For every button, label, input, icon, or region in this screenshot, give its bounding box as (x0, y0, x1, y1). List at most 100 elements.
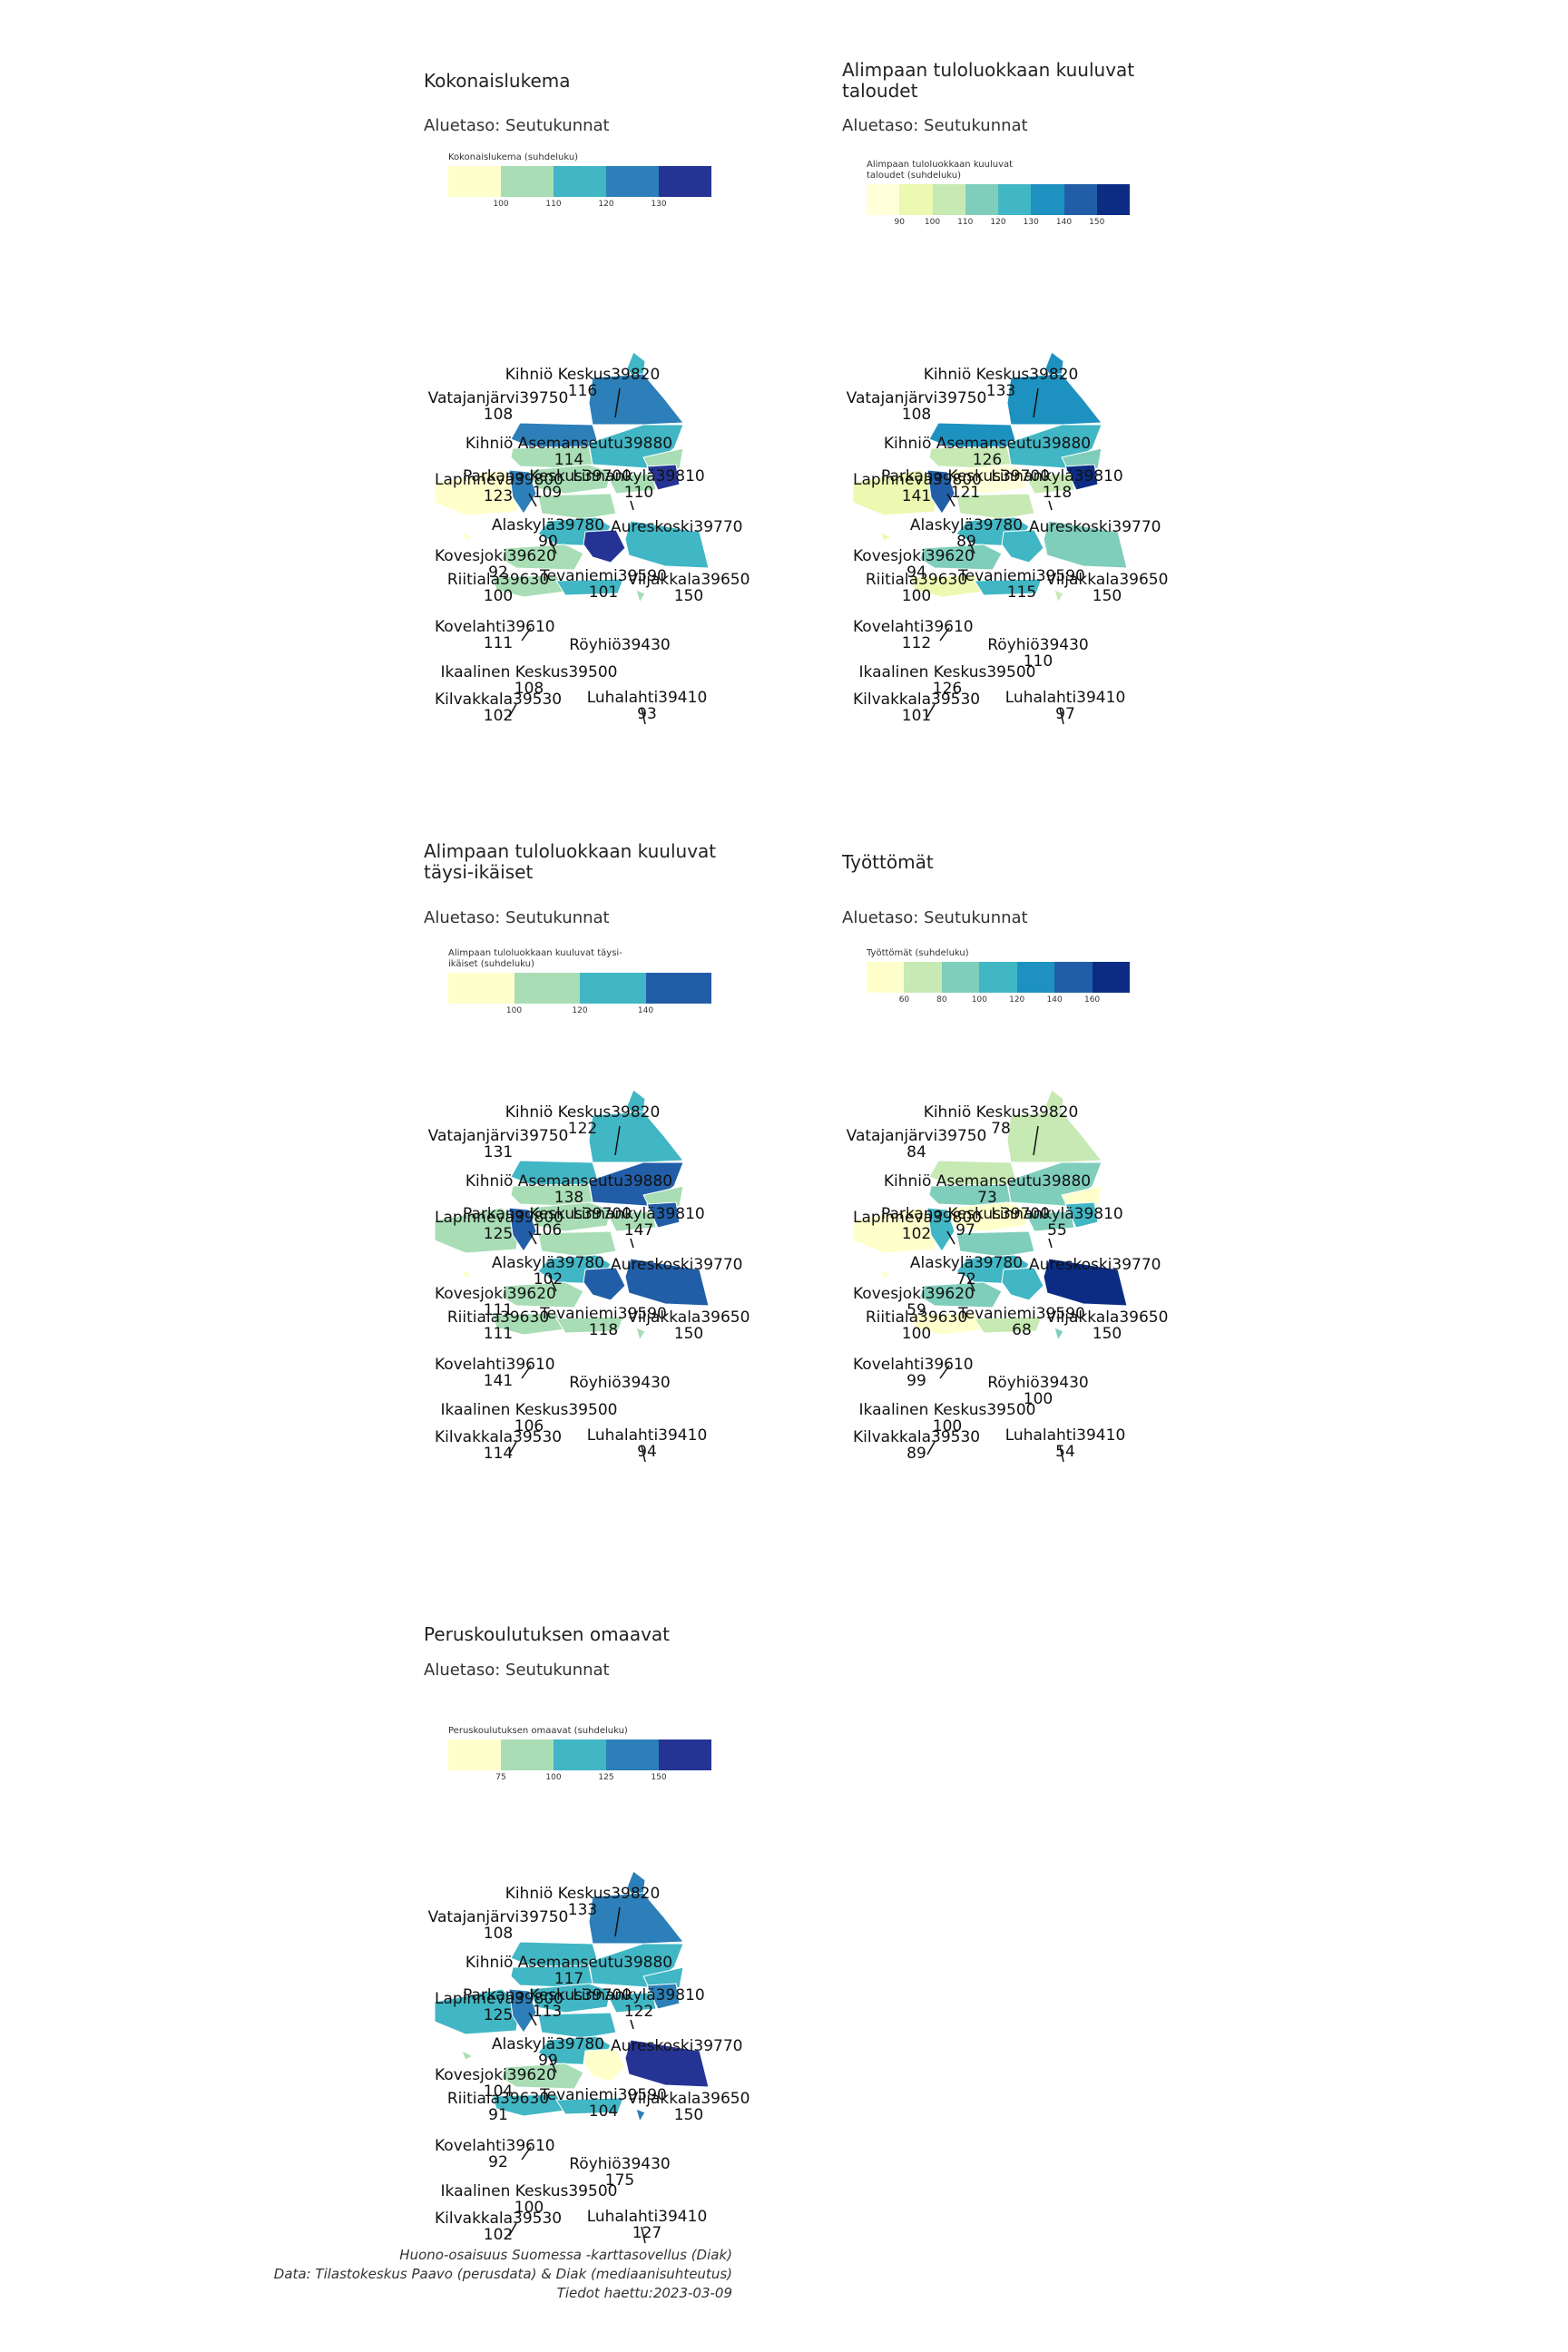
region-name-label: Ikaalinen Keskus39500 (441, 663, 618, 681)
map-region[interactable] (1043, 1258, 1128, 1307)
legend-tick-label: 60 (898, 995, 910, 1004)
legend-swatch (659, 1740, 711, 1770)
map-region[interactable] (1024, 473, 1075, 495)
map-region[interactable] (583, 2048, 626, 2082)
map-region[interactable] (606, 473, 657, 495)
region-name-label: Kovesjoki39620 (435, 1285, 556, 1303)
map-region[interactable] (635, 589, 646, 604)
label-leader-line (966, 1274, 975, 1292)
map-region[interactable] (555, 1316, 624, 1334)
label-leader-line (508, 2222, 517, 2237)
region-name-label: Kovesjoki39620 (435, 547, 556, 565)
legend-swatch (554, 166, 606, 197)
map-region[interactable] (583, 1267, 626, 1301)
map-region[interactable] (492, 2093, 566, 2117)
map-region[interactable] (434, 469, 521, 516)
map-region[interactable] (635, 2108, 646, 2123)
map-region[interactable] (956, 493, 1035, 520)
map-region[interactable] (508, 1988, 537, 2034)
map-region[interactable] (492, 574, 566, 598)
region-name-label: Vatajanjärvi39750 (428, 1127, 569, 1145)
region-value-label: 106 (514, 1417, 544, 1436)
map-region[interactable] (461, 2049, 475, 2061)
legend-swatch (448, 166, 501, 197)
map-region[interactable] (434, 1207, 521, 1254)
legend-swatch (606, 166, 659, 197)
region-name-label: Kihniö Asemanseutu39880 (466, 1954, 672, 1972)
region-name-label: Röyhiö39430 (987, 636, 1089, 654)
map-region[interactable] (528, 1983, 612, 2014)
region-name-label: Kilvakkala39530 (853, 1428, 980, 1446)
map-region[interactable] (1006, 1111, 1102, 1163)
region-value-label: 127 (632, 2224, 662, 2242)
region-name-label: Riitiala39630 (447, 571, 549, 589)
map-region[interactable] (508, 1207, 537, 1252)
map-region[interactable] (606, 1992, 657, 2014)
map-region[interactable] (461, 1268, 475, 1279)
region-value-label: 78 (991, 1120, 1011, 1138)
map-region[interactable] (508, 469, 537, 514)
map-region[interactable] (1054, 1327, 1064, 1342)
map-region[interactable] (555, 578, 624, 596)
map-region[interactable] (501, 1281, 584, 1308)
region-value-label: 100 (1024, 1390, 1053, 1408)
region-name-label: Lapinneva39800 (435, 1209, 564, 1227)
map-region[interactable] (1054, 589, 1064, 604)
map-region[interactable] (461, 530, 475, 542)
map-region[interactable] (624, 520, 710, 569)
map-region[interactable] (537, 1230, 617, 1258)
map-region[interactable] (501, 2063, 584, 2090)
map-region[interactable] (588, 1111, 684, 1163)
region-name-label: Aureskoski39770 (1029, 518, 1161, 536)
region-name-label: Alaskylä39780 (910, 1254, 1023, 1272)
map-region[interactable] (910, 574, 985, 598)
choropleth-map: Kihniö Keskus39820133Vatajanjärvi3975010… (428, 1870, 750, 2244)
label-leader-line (548, 536, 557, 554)
legend-ticks: 60 80 100 120 140 160 (867, 993, 1130, 1007)
map-region[interactable] (583, 529, 626, 564)
map-region[interactable] (492, 1312, 566, 1336)
map-region[interactable] (606, 1210, 657, 1232)
map-region[interactable] (501, 544, 584, 571)
map-region[interactable] (1006, 373, 1102, 426)
map-region[interactable] (852, 469, 939, 516)
legend-swatch (1016, 962, 1055, 993)
map-region[interactable] (1001, 1267, 1044, 1301)
map-region[interactable] (879, 1268, 893, 1279)
choropleth-map: Kihniö Keskus39820116Vatajanjärvi3975010… (428, 351, 750, 725)
map-region[interactable] (528, 1201, 612, 1232)
map-region[interactable] (919, 1281, 1003, 1308)
map-region[interactable] (852, 1207, 939, 1254)
map-region[interactable] (624, 2039, 710, 2088)
map-region[interactable] (635, 1327, 646, 1342)
legend-tick-label: 140 (1055, 218, 1073, 227)
map-region[interactable] (1043, 520, 1128, 569)
map-panel-peruskoulutus: Peruskoulutuksen omaavat Aluetaso: Seutuk… (424, 1624, 841, 2314)
map-region[interactable] (974, 1316, 1043, 1334)
map-region[interactable] (555, 2097, 624, 2115)
map-region[interactable] (528, 464, 612, 495)
map-region[interactable] (624, 1258, 710, 1307)
map-region[interactable] (588, 373, 684, 426)
map-region[interactable] (974, 578, 1043, 596)
region-name-label: Parkano Keskus39700 (881, 1205, 1050, 1223)
map-region[interactable] (926, 1207, 956, 1252)
map-region[interactable] (434, 1988, 521, 2035)
label-leader-line (614, 1906, 621, 1937)
map-region[interactable] (537, 2012, 617, 2039)
region-name-label: Vatajanjärvi39750 (847, 1127, 987, 1145)
legend-tick-label: 125 (598, 1773, 614, 1782)
map-region[interactable] (956, 1230, 1035, 1258)
map-region[interactable] (910, 1312, 985, 1336)
map-region[interactable] (919, 544, 1003, 571)
map-region[interactable] (946, 464, 1030, 495)
region-value-label: 89 (956, 533, 976, 551)
map-region[interactable] (1001, 529, 1044, 564)
region-name-label: Luhalahti39410 (1005, 1426, 1126, 1445)
map-region[interactable] (946, 1201, 1030, 1232)
map-region[interactable] (879, 530, 893, 542)
map-region[interactable] (537, 493, 617, 520)
map-region[interactable] (588, 1892, 684, 1945)
map-region[interactable] (1024, 1210, 1075, 1232)
map-region[interactable] (926, 469, 956, 514)
